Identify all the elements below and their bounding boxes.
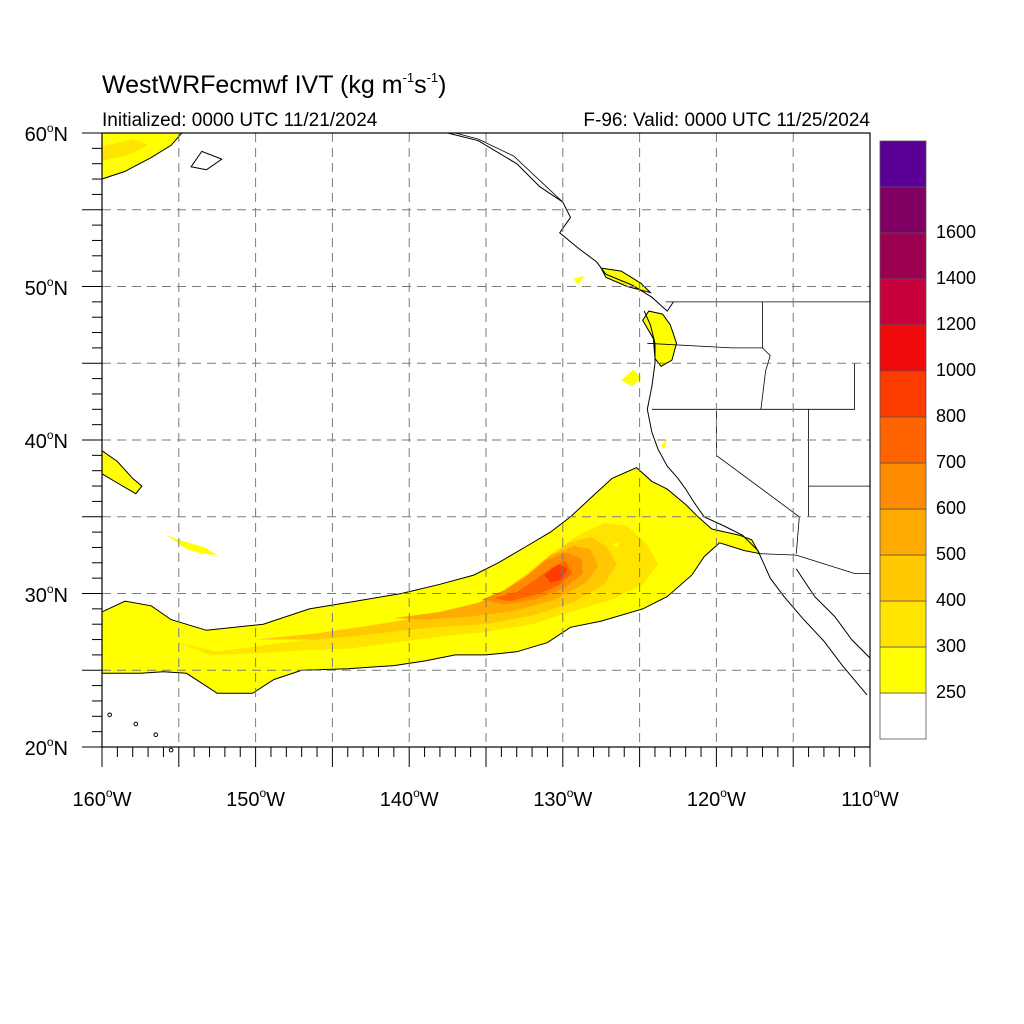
coastline [447,132,564,203]
ivt-contour [101,449,143,495]
border [757,553,870,574]
colorbar-label: 300 [936,636,967,656]
units-exp2: -1 [426,70,439,85]
units-mid: s [414,71,427,99]
colorbar-bin [879,646,927,694]
colorbar-bin [879,186,927,234]
units-prefix: (kg m [340,71,403,99]
colorbar-label: 600 [936,498,967,518]
ivt-contour [661,440,668,450]
chart-title: WestWRFecmwf IVT (kg m-1s-1) [102,70,446,100]
colorbar-bin [879,600,927,648]
lat-label-50n: 50oN [24,274,68,300]
units-suffix: ) [438,71,447,99]
ivt-contour [544,564,568,583]
lon-label-140w: 140oW [379,786,439,811]
border [716,409,800,554]
island [168,747,174,753]
colorbar-label: 500 [936,544,967,564]
ivt-contour [621,369,642,387]
lat-lon-grid [102,133,870,747]
units-exp1: -1 [402,70,415,85]
colorbar-label: 250 [936,682,967,702]
border [760,347,771,410]
border [647,301,763,349]
ivt-contour [255,536,617,640]
ivt-contour [573,275,585,285]
island [133,721,139,727]
lat-label-60n: 60oN [24,121,68,146]
border [455,132,564,203]
colorbar-label: 800 [936,406,967,426]
colorbar-label: 1600 [936,222,977,242]
model-name: WestWRFecmwf [102,71,288,99]
lat-label-20n: 20oN [24,735,68,760]
variable-name: IVT [294,71,334,99]
colorbar-bin [879,278,927,326]
lat-label-40n: 40oN [24,428,68,453]
colorbar-bin [879,692,927,740]
colorbar-bin [879,508,927,556]
valid-time: F-96: Valid: 0000 UTC 11/25/2024 [583,110,870,131]
init-time: Initialized: 0000 UTC 11/21/2024 [102,110,378,131]
colorbar-bin [879,324,927,372]
island [107,712,112,718]
colorbar-label: 1400 [936,268,977,288]
axis-ticks [82,132,871,767]
ivt-contour [600,267,653,294]
colorbar-label: 1000 [936,360,977,380]
colorbar-label: 700 [936,452,967,472]
lon-label-150w: 150oW [226,786,286,811]
colorbar-label: 1200 [936,314,977,334]
state-borders [455,132,870,574]
colorbar-bin [879,416,927,464]
lon-label-160w: 160oW [72,786,132,811]
colorbar [879,140,927,740]
colorbar-bin [879,370,927,418]
ivt-shading [101,132,761,694]
ivt-contour [612,541,620,548]
lon-label-110w: 110oW [841,786,899,811]
island [153,732,159,738]
ivt-contour [166,535,218,556]
lon-label-120w: 120oW [686,786,746,811]
colorbar-bin [879,232,927,280]
colorbar-bin [879,462,927,510]
border [651,363,855,410]
lat-label-30n: 30oN [24,581,68,607]
colorbar-label: 400 [936,590,967,610]
coastlines [107,132,871,753]
ivt-contour [178,522,659,655]
colorbar-bin [879,554,927,602]
ivt-contour [101,467,761,694]
coastline [795,568,871,659]
ivt-contour [102,139,149,161]
coastline [559,201,674,312]
ivt-contour [642,310,678,367]
colorbar-bin [879,140,927,188]
coastline [190,150,223,171]
lon-label-130w: 130oW [533,786,593,811]
coastline [643,310,868,696]
